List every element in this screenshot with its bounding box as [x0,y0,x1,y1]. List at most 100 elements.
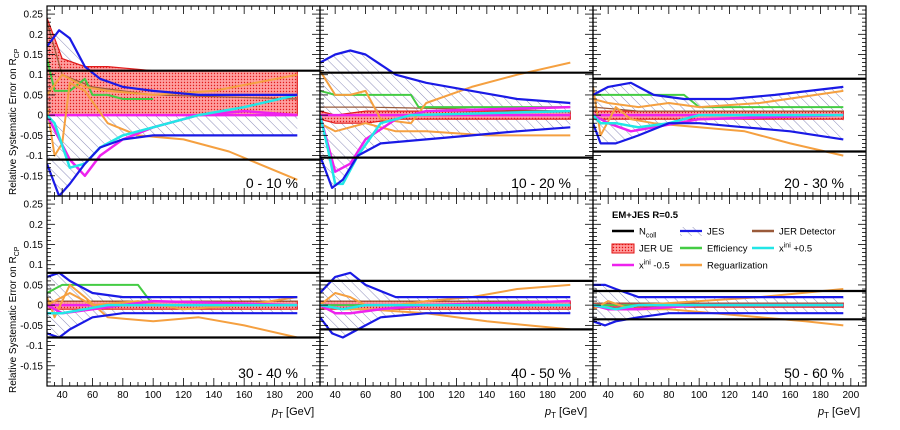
unf-line [593,300,844,327]
xp-line [320,303,571,311]
x-tick-label: 100 [145,390,162,401]
jes-line [47,271,298,299]
x-tick-label: 140 [751,390,768,401]
x-tick-label: 200 [569,390,586,401]
jes-line [593,81,844,101]
x-tick-label: 180 [266,390,283,401]
legend-label: Efficiency [707,244,748,255]
unf-line [47,73,298,96]
y-tick-label: 0 [37,301,43,312]
x-tick-label: 200 [842,390,859,401]
y-tick-label: 0.2 [29,30,43,41]
legend-entry-jerdet: JER Detector [752,227,836,238]
unf-line [593,86,844,157]
legend-label: JER UE [639,244,673,255]
y-tick-label: 0.25 [24,10,44,21]
centrality-label: 20 - 30 % [784,175,844,191]
x-tick-label: 40 [57,390,69,401]
y-tick-label: -0.1 [26,151,44,162]
y-axis-title-top: Relative Systematic Error on RCP [8,48,21,195]
unf-line [320,61,571,125]
legend-entry-unf: Reguarlization [680,261,768,272]
centrality-label: 50 - 60 % [784,365,844,381]
x-tick-label: 160 [509,390,526,401]
legend-swatch [611,243,635,254]
jerdet-line [47,22,298,100]
jes-line [320,271,571,299]
y-tick-label: -0.05 [20,321,43,332]
legend-label: xini -0.5 [639,260,670,272]
x-tick-label: 160 [236,390,253,401]
jes-line [47,29,298,97]
x-axis-title-3: pT [GeV] [817,406,860,420]
y-tick-label: 0.1 [29,70,43,81]
jes-line [320,49,571,105]
jerdet-line [593,106,844,112]
y-tick-label: 0.05 [24,90,44,101]
x-tick-label: 180 [812,390,829,401]
x-tick-label: 80 [390,390,402,401]
jes-line [593,283,844,299]
legend-label: JES [707,227,724,238]
x-tick-label: 140 [205,390,222,401]
xp-line [593,303,844,311]
panel-5: 40 60 80 100 120 140 160 180 200 40 - 50 % [319,195,594,401]
xm-line [47,299,298,315]
unf-line [47,81,298,181]
x-tick-label: 180 [539,390,556,401]
panel-3: 20 - 30 % [592,5,867,197]
y-tick-label: -0.15 [20,361,43,372]
y-tick-label: 0.2 [29,220,43,231]
xm-line [320,105,571,173]
legend-label: Reguarlization [707,261,768,272]
panel-4: -0.15 -0.1 -0.05 0 0.05 0.1 0.15 0.2 0.25 40 60 80 1… [20,195,321,401]
y-tick-label: -0.15 [20,171,43,182]
y-tick-label: 0.15 [24,50,44,61]
xm-line [593,113,844,133]
legend-entry-jerue: JER UE [611,243,673,255]
x-tick-label: 120 [721,390,738,401]
x-tick-label: 120 [175,390,192,401]
x-tick-label: 80 [117,390,129,401]
y-tick-label: 0.15 [24,240,44,251]
legend: EM+JES R=0.5 Ncoll JES JER Detector JER UE E… [611,210,836,272]
x-tick-label: 40 [603,390,615,401]
x-axis-title-1: pT [GeV] [271,406,314,420]
x-tick-label: 120 [448,390,465,401]
jes-line [47,312,298,339]
centrality-label: 30 - 40 % [238,365,298,381]
centrality-label: 0 - 10 % [246,175,298,191]
centrality-label: 40 - 50 % [511,365,571,381]
unf-line [593,89,844,109]
y-tick-label: 0 [37,111,43,122]
jes-line [320,312,571,339]
jes-line [320,126,571,189]
x-tick-label: 60 [87,390,99,401]
y-tick-label: -0.05 [20,131,43,142]
legend-label: Ncoll [639,227,657,240]
x-tick-label: 60 [360,390,372,401]
y-axis-title-bottom: Relative Systematic Error on RCP [8,246,21,393]
y-tick-label: 0.25 [24,200,44,211]
jes-line [593,312,844,327]
legend-title: EM+JES R=0.5 [612,210,679,221]
panels: -0.15 -0.1 -0.05 0 0.05 0.1 0.15 0.2 0.25 0 - 10 … [20,5,867,401]
y-tick-label: 0.05 [24,280,44,291]
x-tick-label: 160 [782,390,799,401]
legend-entry-eff: Efficiency [680,244,748,255]
legend-label: JER Detector [779,227,836,238]
y-tick-label: 0.1 [29,260,43,271]
xp-line [47,93,298,169]
jes-line [47,134,298,196]
panel-2: 10 - 20 % [319,5,594,197]
panel-1: -0.15 -0.1 -0.05 0 0.05 0.1 0.15 0.2 0.25 0 - 10 … [20,5,321,197]
legend-entry-xp: xini +0.5 [752,243,812,255]
unf-line [47,283,298,339]
jes-line [593,122,844,145]
legend-entry-ncoll: Ncoll [612,227,657,240]
x-tick-label: 200 [296,390,313,401]
legend-label: xini +0.5 [779,243,812,255]
x-tick-label: 60 [633,390,645,401]
xp-line [47,303,298,315]
